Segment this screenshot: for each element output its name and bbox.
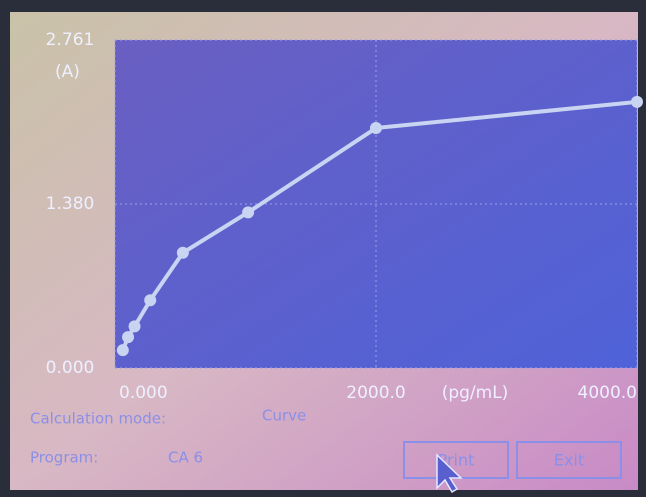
- data-point: [116, 344, 129, 357]
- data-point: [144, 294, 157, 307]
- data-point: [176, 246, 189, 259]
- exit-button-label[interactable]: Exit: [554, 451, 584, 470]
- x-tick-label: 4000.0: [578, 383, 637, 403]
- data-point: [631, 95, 643, 108]
- y-unit: (A): [55, 62, 80, 82]
- mode-value: Curve: [262, 407, 306, 425]
- mode-label: Calculation mode:: [30, 410, 166, 428]
- data-point: [242, 206, 255, 219]
- program-value: CA 6: [168, 449, 203, 467]
- y-tick-label: 2.761: [46, 30, 95, 50]
- x-axis-label: (pg/mL): [442, 383, 509, 403]
- x-tick-label: 2000.0: [346, 383, 405, 403]
- y-tick-label: 0.000: [46, 358, 95, 378]
- y-tick-label: 1.380: [46, 194, 95, 214]
- program-label: Program:: [30, 449, 98, 467]
- mouse-cursor: [436, 453, 463, 494]
- x-tick-label: 0.000: [119, 383, 168, 403]
- data-point: [122, 331, 135, 344]
- data-point: [370, 122, 382, 135]
- exit-button[interactable]: [516, 441, 622, 479]
- data-point: [128, 320, 141, 333]
